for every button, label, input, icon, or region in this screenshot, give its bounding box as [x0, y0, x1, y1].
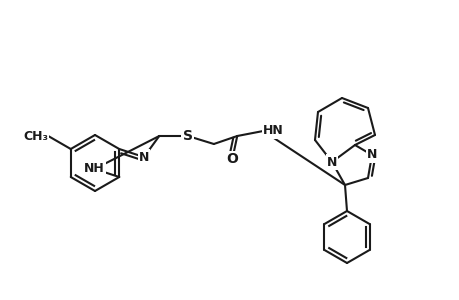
- Text: HN: HN: [263, 124, 283, 137]
- Text: N: N: [139, 151, 149, 164]
- Text: N: N: [366, 148, 376, 161]
- Text: S: S: [183, 129, 192, 143]
- Text: N: N: [326, 155, 336, 169]
- Text: O: O: [226, 152, 238, 167]
- Text: CH₃: CH₃: [23, 130, 48, 142]
- Text: NH: NH: [84, 163, 105, 176]
